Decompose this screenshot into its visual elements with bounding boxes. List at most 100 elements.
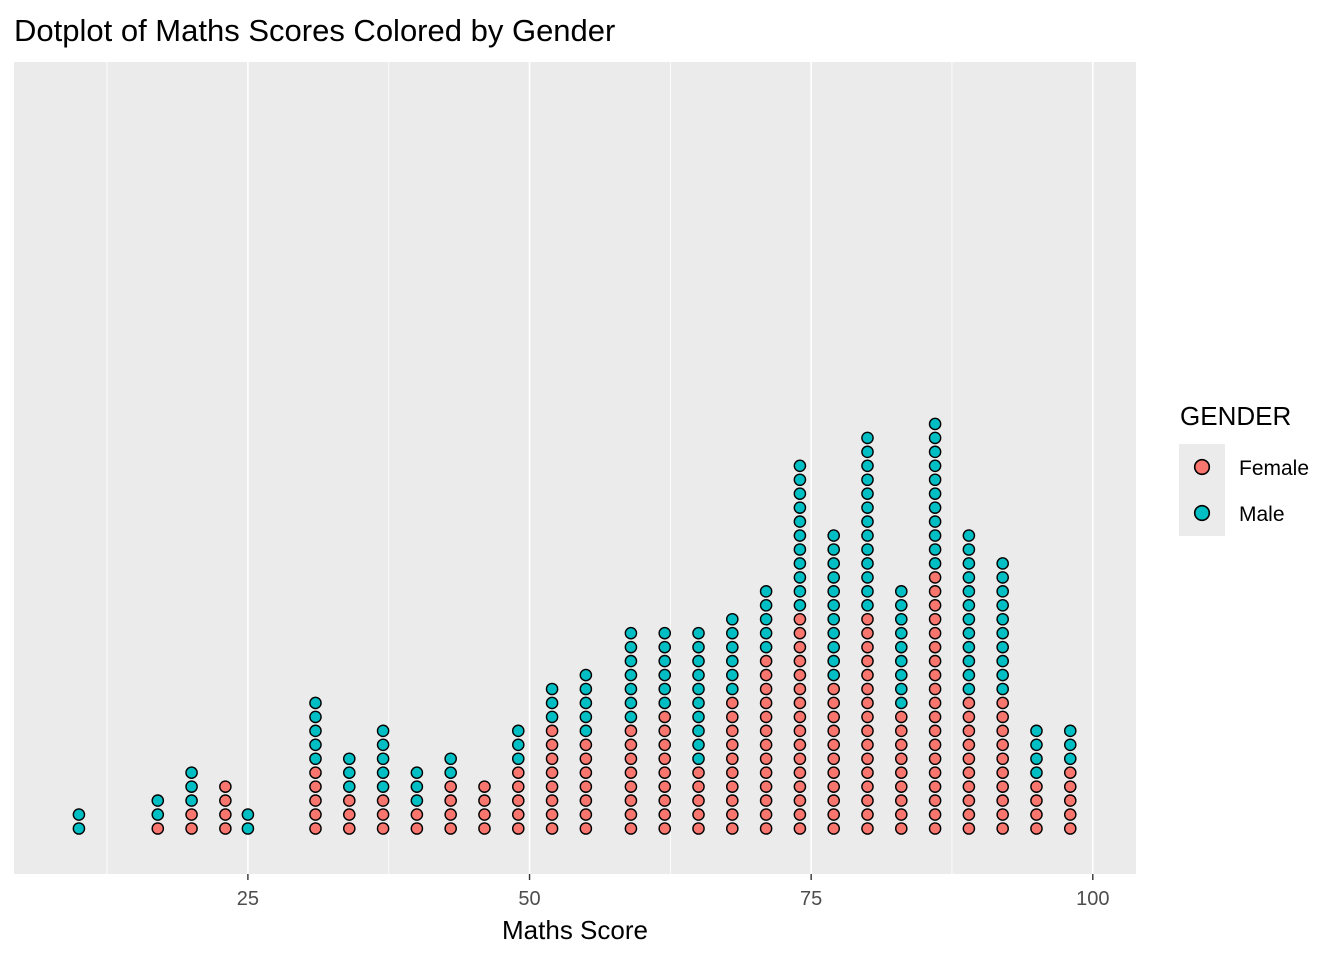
dot-male	[861, 515, 874, 528]
dot-male	[185, 780, 198, 793]
dot-female	[726, 780, 739, 793]
dot-female	[793, 626, 807, 640]
dot-male	[726, 668, 739, 682]
dot-male	[624, 626, 638, 640]
dot-male	[624, 682, 638, 696]
dot-male	[861, 487, 874, 501]
dot-male	[962, 626, 976, 640]
dot-male	[861, 459, 874, 473]
dot-male	[658, 668, 672, 682]
dot-male	[726, 654, 739, 668]
dot-female	[579, 794, 593, 807]
dot-female	[827, 780, 841, 793]
dot-male	[894, 696, 908, 710]
dot-male	[624, 710, 638, 724]
dot-female	[759, 696, 773, 710]
dot-male	[996, 557, 1009, 570]
dot-female	[827, 710, 841, 724]
x-tick-label: 100	[1076, 888, 1109, 910]
dot-male	[1030, 724, 1043, 738]
dot-male	[996, 585, 1009, 598]
dot-female	[511, 766, 525, 780]
dot-female	[726, 710, 739, 724]
dot-male	[962, 640, 976, 654]
dot-male	[962, 668, 976, 682]
dot-female	[996, 780, 1009, 793]
dot-female	[579, 780, 593, 793]
dot-female	[309, 780, 322, 793]
dot-female	[309, 808, 322, 821]
dot-male	[692, 668, 705, 682]
legend-label-female: Female	[1239, 457, 1309, 480]
dot-female	[928, 599, 942, 612]
dots-layer	[72, 417, 1077, 835]
dot-female	[861, 808, 874, 821]
dot-female	[928, 585, 942, 598]
dot-male	[579, 724, 593, 738]
dot-male	[545, 696, 559, 710]
dot-female	[1063, 780, 1077, 793]
dot-male	[1063, 738, 1077, 752]
dot-male	[241, 808, 255, 821]
dot-female	[996, 808, 1009, 821]
dot-male	[793, 501, 807, 514]
dot-male	[1030, 752, 1043, 766]
dot-male	[692, 696, 705, 710]
dot-male	[861, 501, 874, 514]
dot-male	[376, 752, 390, 766]
dot-male	[793, 571, 807, 584]
dot-male	[658, 626, 672, 640]
dot-female	[624, 822, 638, 835]
dot-female	[726, 766, 739, 780]
dot-female	[759, 808, 773, 821]
dot-male	[692, 738, 705, 752]
dot-male	[827, 557, 841, 570]
dot-female	[962, 724, 976, 738]
dot-female	[861, 640, 874, 654]
dot-female	[1030, 780, 1043, 793]
dot-male	[511, 724, 525, 738]
dot-female	[309, 822, 322, 835]
dot-female	[185, 808, 198, 821]
dot-female	[1030, 808, 1043, 821]
dot-female	[861, 696, 874, 710]
dot-male	[545, 682, 559, 696]
dot-male	[894, 668, 908, 682]
dot-female	[692, 766, 705, 780]
dot-female	[624, 738, 638, 752]
dot-female	[545, 780, 559, 793]
dot-male	[511, 752, 525, 766]
dot-female	[579, 766, 593, 780]
dot-female	[928, 724, 942, 738]
dot-male	[928, 445, 942, 459]
dot-female	[793, 710, 807, 724]
dot-male	[342, 752, 356, 766]
dot-female	[759, 724, 773, 738]
dot-female	[624, 752, 638, 766]
dot-male	[151, 808, 165, 821]
dot-female	[996, 724, 1009, 738]
dot-male	[692, 724, 705, 738]
dot-male	[444, 766, 457, 780]
dot-female	[928, 668, 942, 682]
dot-male	[962, 682, 976, 696]
dot-female	[996, 822, 1009, 835]
legend-title: GENDER	[1180, 401, 1291, 431]
dot-male	[72, 822, 86, 835]
dot-male	[861, 599, 874, 612]
x-axis-title: Maths Score	[502, 915, 648, 945]
dot-female	[545, 794, 559, 807]
dot-male	[996, 640, 1009, 654]
dot-male	[962, 571, 976, 584]
dot-male	[759, 626, 773, 640]
dot-male	[928, 501, 942, 514]
dot-male	[624, 654, 638, 668]
dot-male	[827, 654, 841, 668]
dot-male	[759, 640, 773, 654]
dot-male	[894, 654, 908, 668]
dot-male	[928, 487, 942, 501]
dot-female	[928, 612, 942, 626]
dot-male	[928, 515, 942, 528]
dot-male	[309, 738, 322, 752]
